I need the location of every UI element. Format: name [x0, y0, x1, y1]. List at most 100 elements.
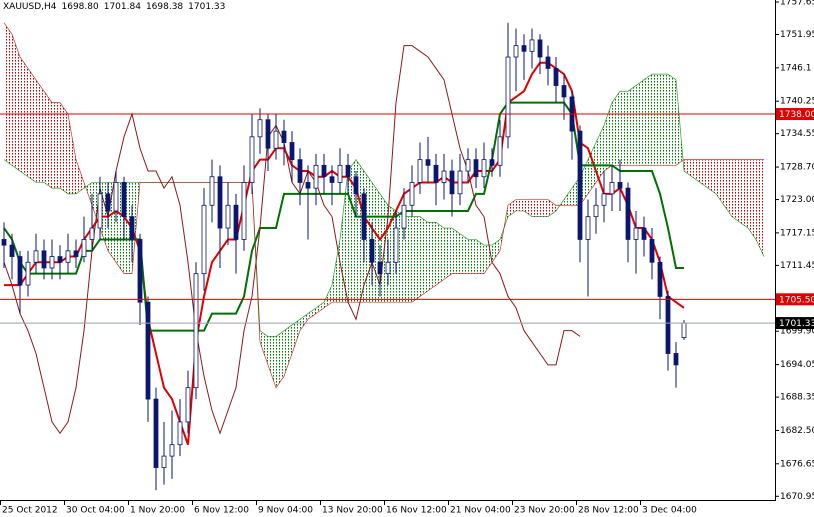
- candle-body: [329, 176, 335, 183]
- x-tick-label: 1 Nov 20:00: [130, 506, 185, 516]
- cloud-segment: [268, 336, 276, 388]
- candle-body: [353, 176, 359, 195]
- y-tick-label: 1688.35: [780, 393, 814, 403]
- candle-body: [249, 136, 255, 183]
- cloud-segment: [700, 159, 708, 189]
- candle-body: [49, 256, 55, 269]
- candle-body: [657, 261, 663, 297]
- cloud-segment: [316, 302, 324, 314]
- candle-body: [481, 159, 487, 178]
- candle-body: [217, 176, 223, 229]
- candle-body: [305, 182, 311, 189]
- cloud-segment: [292, 319, 300, 354]
- cloud-segment: [4, 22, 12, 166]
- candle-body: [185, 387, 191, 423]
- cloud-segment: [540, 199, 548, 217]
- candle-body: [113, 182, 119, 212]
- y-tick-label: 1670.95: [780, 492, 814, 502]
- candle-body: [17, 256, 23, 286]
- candle-body: [609, 182, 615, 195]
- candle-body: [73, 250, 79, 257]
- x-tick-label: 28 Nov 12:00: [578, 506, 639, 516]
- cloud-segment: [276, 330, 284, 388]
- candle-body: [89, 227, 95, 240]
- candle-body: [545, 56, 551, 69]
- y-tick-label: 1746.1: [780, 63, 812, 73]
- x-tick-label: 25 Oct 2012: [2, 506, 58, 516]
- candle-body: [617, 182, 623, 189]
- cloud-segment: [284, 324, 292, 377]
- candle-body: [505, 56, 511, 138]
- candle-body: [1, 239, 7, 246]
- candle-body: [553, 68, 559, 86]
- level-tag: [776, 293, 814, 306]
- cloud-segment: [20, 57, 28, 177]
- ohlc-value: 1701.84: [104, 2, 141, 12]
- cloud-segment: [716, 159, 724, 206]
- y-tick-label: 1711.45: [780, 261, 814, 271]
- candle-body: [97, 193, 103, 229]
- candle-body: [537, 39, 543, 58]
- cloud-segment: [748, 159, 756, 240]
- candle-body: [377, 261, 383, 275]
- candle-body: [193, 273, 199, 389]
- candle-body: [673, 353, 679, 366]
- y-tick-label: 1757.65: [780, 0, 814, 7]
- candle-body: [281, 130, 287, 143]
- cloud-segment: [348, 159, 356, 303]
- cloud-segment: [60, 102, 68, 194]
- candle-body: [41, 250, 47, 269]
- cloud-segment: [412, 216, 420, 303]
- candle-body: [433, 164, 439, 183]
- chart-header: XAUUSD,H4 1698.80 1701.84 1698.38 1701.33: [3, 2, 225, 12]
- cloud-segment: [76, 159, 84, 194]
- candle-body: [393, 227, 399, 263]
- cloud-segment: [340, 171, 348, 303]
- cloud-segment: [724, 159, 732, 217]
- candle-body: [577, 130, 583, 240]
- candle-body: [473, 159, 479, 178]
- candle-body: [57, 256, 63, 263]
- level-tag-label: 1705.50: [779, 295, 814, 305]
- cloud-segment: [452, 228, 460, 274]
- candle-body: [465, 159, 471, 172]
- y-tick-label: 1694.05: [780, 360, 814, 370]
- candle-body: [105, 193, 111, 212]
- candle-body: [201, 204, 207, 275]
- candle-body: [265, 119, 271, 149]
- cloud-segment: [564, 188, 572, 206]
- candle-body: [681, 322, 687, 338]
- y-tick-label: 1723.00: [780, 195, 814, 205]
- candle-body: [65, 250, 71, 263]
- cloud-segment: [612, 91, 620, 166]
- cloud-segment: [428, 222, 436, 291]
- cloud-segment: [660, 74, 668, 166]
- y-tick-label: 1740.25: [780, 97, 814, 107]
- x-tick-label: 16 Nov 12:00: [386, 506, 447, 516]
- cloud-segment: [516, 199, 524, 211]
- x-tick-label: 23 Nov 20:00: [514, 506, 575, 516]
- y-tick-label: 1699.90: [780, 327, 814, 337]
- cloud-segment: [460, 233, 468, 274]
- candle-body: [361, 193, 367, 240]
- candle-body: [409, 182, 415, 206]
- price-tag: [776, 317, 814, 330]
- cloud-segment: [36, 79, 44, 183]
- candle-body: [489, 159, 495, 166]
- candle-body: [33, 250, 39, 263]
- cloud-segment: [68, 114, 76, 194]
- cloud-segment: [324, 285, 332, 308]
- indicator-line: [4, 61, 685, 446]
- cloud-segment: [476, 239, 484, 274]
- candle-body: [257, 119, 263, 138]
- cloud-segment: [532, 199, 540, 217]
- level-tag: [776, 108, 814, 121]
- cloud-segment: [420, 216, 428, 297]
- cloud-segment: [756, 159, 764, 257]
- candle-body: [233, 204, 239, 240]
- cloud-segment: [740, 159, 748, 229]
- candle-body: [649, 239, 655, 263]
- candle-body: [633, 227, 639, 240]
- candle-body: [241, 182, 247, 240]
- cloud-segment: [28, 68, 36, 183]
